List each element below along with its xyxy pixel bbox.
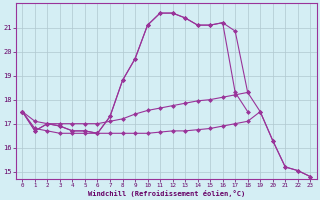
X-axis label: Windchill (Refroidissement éolien,°C): Windchill (Refroidissement éolien,°C) (88, 190, 245, 197)
